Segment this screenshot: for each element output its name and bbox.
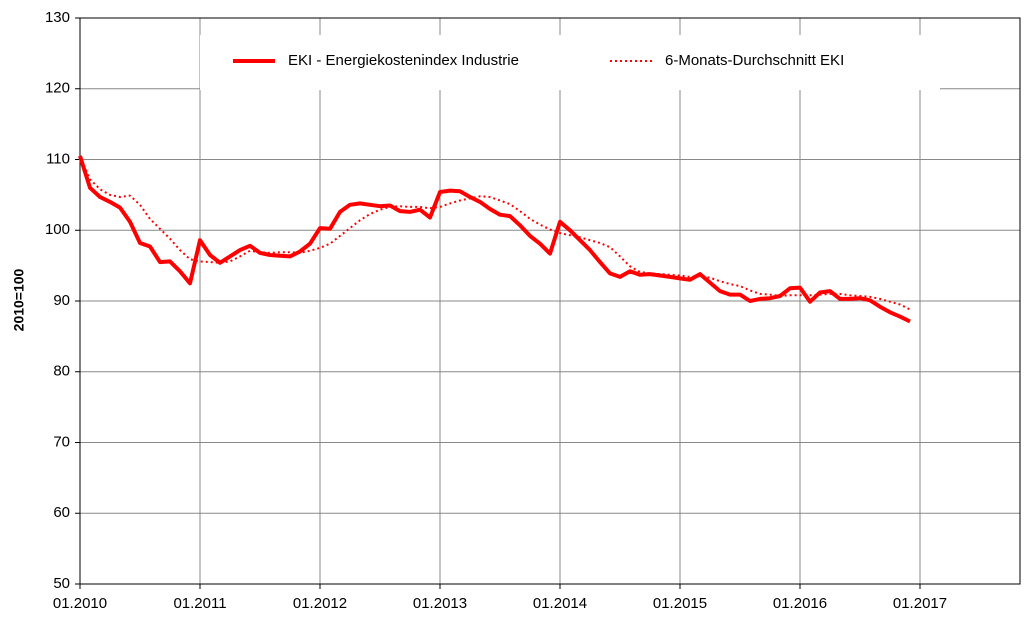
series-line — [78, 155, 911, 324]
y-tick-label: 80 — [53, 363, 70, 380]
x-tick-label: 01.2017 — [893, 595, 947, 612]
x-tick-label: 01.2016 — [773, 595, 827, 612]
y-tick-label: 70 — [53, 433, 70, 450]
plot-frame — [79, 17, 1021, 585]
y-tick-label: 60 — [53, 504, 70, 521]
series-line — [79, 155, 911, 311]
y-tick-label: 90 — [53, 292, 70, 309]
x-tick-label: 01.2013 — [413, 595, 467, 612]
x-tick-label: 01.2015 — [653, 595, 707, 612]
y-axis-label: 2010=100 — [11, 268, 27, 331]
y-tick-label: 100 — [45, 221, 70, 238]
legend-box — [200, 35, 940, 90]
legend-label: EKI - Energiekostenindex Industrie — [288, 52, 519, 69]
y-tick-label: 50 — [53, 575, 70, 592]
x-tick-label: 01.2014 — [533, 595, 587, 612]
x-tick-label: 01.2011 — [173, 595, 226, 612]
x-tick-label: 01.2010 — [53, 595, 107, 612]
y-tick-label: 130 — [45, 9, 70, 26]
x-tick-label: 01.2012 — [293, 595, 347, 612]
y-tick-label: 120 — [45, 80, 70, 97]
legend-label: 6-Monats-Durchschnitt EKI — [665, 52, 844, 69]
y-tick-label: 110 — [46, 150, 70, 167]
